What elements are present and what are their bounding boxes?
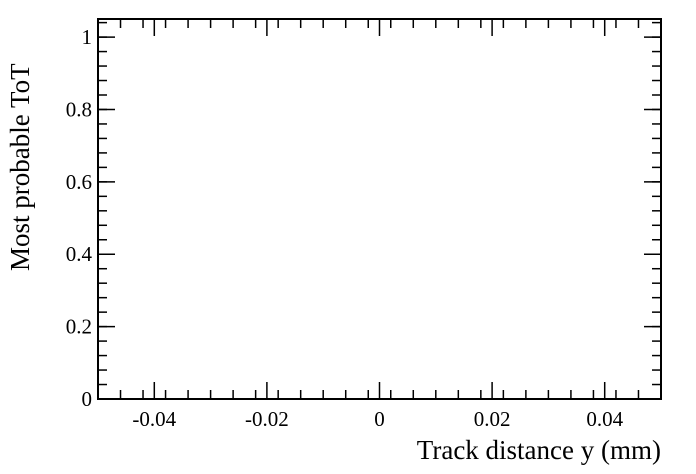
y-tick-label: 0 [82,387,93,411]
y-axis-title: Most probable ToT [5,63,35,271]
x-axis-title: Track distance y (mm) [417,435,661,465]
x-major-ticks [153,19,606,399]
y-tick-label: 0.2 [66,315,92,339]
y-tick-label: 1 [82,25,93,49]
x-tick-label: 0.02 [474,407,511,431]
x-minor-ticks [97,19,662,399]
plot-frame [97,18,662,400]
y-tick-label: 0.4 [66,242,93,266]
y-tick-label: 0.8 [66,97,92,121]
x-tick-label: -0.04 [132,407,176,431]
y-tick-labels: 0 0.2 0.4 0.6 0.8 1 [66,25,93,411]
x-tick-label: -0.02 [245,407,289,431]
x-tick-label: 0.04 [586,407,623,431]
x-tick-label: 0 [374,407,385,431]
y-tick-label: 0.6 [66,170,92,194]
x-tick-labels: -0.04 -0.02 0 0.02 0.04 [132,407,623,431]
